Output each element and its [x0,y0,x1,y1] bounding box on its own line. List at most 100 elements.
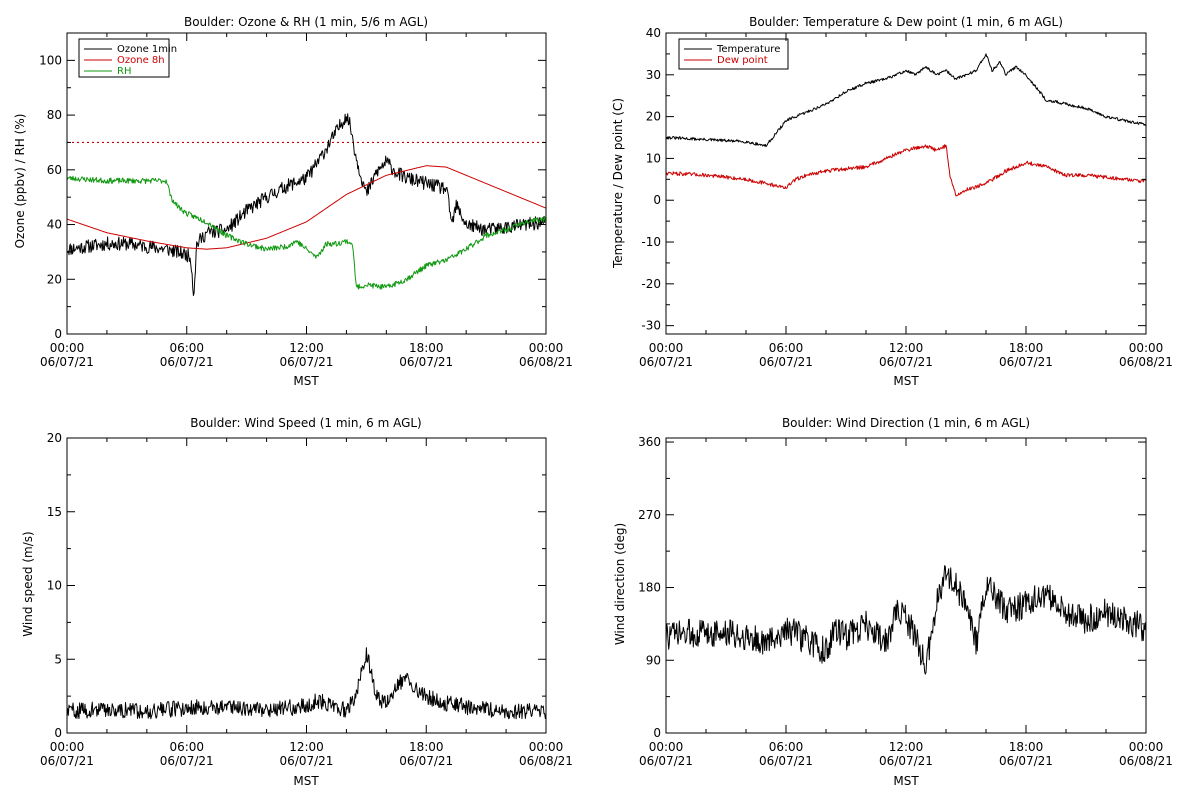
x-tick-label-date: 06/07/21 [280,754,334,768]
series-layer [665,565,1147,675]
x-tick-label-date: 06/08/21 [1119,754,1173,768]
x-tick-label-date: 06/07/21 [160,355,214,369]
y-tick-label: -30 [641,319,661,333]
y-tick-label: 60 [47,163,62,177]
y-tick-label: 15 [47,505,62,519]
ticks: 02040608010000:0006/07/2106:0006/07/2112… [39,33,573,369]
ozone-rh-panel: Boulder: Ozone & RH (1 min, 5/6 m AGL) O… [13,15,573,388]
y-tick-label: 0 [54,327,62,341]
x-tick-label-date: 06/07/21 [160,754,214,768]
y-tick-label: -10 [641,235,661,249]
x-tick-label-date: 06/07/21 [40,355,94,369]
series-layer [66,113,547,296]
y-tick-label: -20 [641,277,661,291]
x-tick-label-date: 06/07/21 [280,355,334,369]
panel-title: Boulder: Wind Direction (1 min, 6 m AGL) [782,416,1030,430]
x-tick-label-date: 06/07/21 [399,355,453,369]
legend-label-ozone-8h: Ozone 8h [117,55,165,66]
x-tick-label-date: 06/08/21 [519,355,573,369]
y-axis-label: Ozone (ppbv) / RH (%) [13,114,27,249]
panel-title: Boulder: Temperature & Dew point (1 min,… [749,15,1063,29]
x-tick-label-time: 12:00 [289,740,324,754]
y-axis-label: Wind speed (m/s) [21,531,35,636]
x-tick-label-time: 00:00 [50,341,85,355]
y-tick-label: 360 [638,435,661,449]
x-tick-label-date: 06/07/21 [879,754,933,768]
y-axis-label: Temperature / Dew point (C) [611,98,625,269]
panel-title: Boulder: Wind Speed (1 min, 6 m AGL) [190,416,422,430]
legend: Ozone 1min Ozone 8h RH [78,38,177,78]
x-tick-label-date: 06/07/21 [639,355,693,369]
temperature-dewpoint-panel: Boulder: Temperature & Dew point (1 min,… [611,15,1173,388]
ticks: 0510152000:0006/07/2106:0006/07/2112:000… [40,431,573,768]
series-layer [66,647,547,720]
x-tick-label-time: 00:00 [1129,740,1164,754]
y-tick-label: 10 [646,151,661,165]
x-tick-label-time: 18:00 [409,341,444,355]
legend-label-dew-point: Dew point [717,55,768,66]
series-line-dew-point [665,144,1147,197]
ticks: -30-20-1001020304000:0006/07/2106:0006/0… [639,26,1173,369]
wind-direction-panel: Boulder: Wind Direction (1 min, 6 m AGL)… [613,416,1173,788]
x-tick-label-date: 06/07/21 [399,754,453,768]
x-tick-label-date: 06/08/21 [1119,355,1173,369]
y-tick-label: 20 [47,272,62,286]
x-tick-label-date: 06/07/21 [759,355,813,369]
x-tick-label-date: 06/08/21 [519,754,573,768]
x-tick-label-time: 18:00 [1009,341,1044,355]
series-line-ozone-1min [66,113,547,296]
x-tick-label-time: 06:00 [169,341,204,355]
ticks: 09018027036000:0006/07/2106:0006/07/2112… [638,435,1173,768]
x-tick-label-time: 00:00 [529,740,564,754]
series-layer [665,53,1147,197]
series-line-rh [66,175,547,290]
x-tick-label-time: 00:00 [529,341,564,355]
x-tick-label-time: 00:00 [1129,341,1164,355]
wind-speed-panel: Boulder: Wind Speed (1 min, 6 m AGL) Win… [21,416,573,788]
series-line-series-0 [66,647,547,720]
x-tick-label-time: 12:00 [889,341,924,355]
legend-box [678,38,789,70]
x-axis-label: MST [293,774,319,788]
y-tick-label: 270 [638,508,661,522]
legend-label-temperature: Temperature [716,44,780,55]
y-tick-label: 180 [638,581,661,595]
x-tick-label-time: 12:00 [289,341,324,355]
legend-label-rh: RH [117,66,131,77]
x-tick-label-time: 00:00 [649,341,684,355]
legend-label-ozone-1min: Ozone 1min [117,44,177,55]
x-tick-label-time: 06:00 [169,740,204,754]
x-tick-label-time: 00:00 [50,740,85,754]
x-tick-label-date: 06/07/21 [879,355,933,369]
y-tick-label: 20 [47,431,62,445]
y-tick-label: 100 [39,53,62,67]
series-line-temperature [665,53,1147,148]
y-tick-label: 40 [646,26,661,40]
x-tick-label-time: 18:00 [409,740,444,754]
y-tick-label: 0 [54,726,62,740]
y-tick-label: 0 [653,193,661,207]
y-tick-label: 90 [646,653,661,667]
x-tick-label-date: 06/07/21 [759,754,813,768]
x-tick-label-time: 06:00 [769,740,804,754]
y-axis-label: Wind direction (deg) [613,523,627,645]
x-tick-label-date: 06/07/21 [40,754,94,768]
y-tick-label: 80 [47,108,62,122]
x-tick-label-time: 12:00 [889,740,924,754]
series-line-series-0 [665,565,1147,675]
legend: Temperature Dew point [678,38,789,70]
x-tick-label-time: 18:00 [1009,740,1044,754]
y-tick-label: 40 [47,218,62,232]
x-tick-label-time: 06:00 [769,341,804,355]
panel-title: Boulder: Ozone & RH (1 min, 5/6 m AGL) [184,15,428,29]
series-line-ozone-8h [66,165,547,250]
x-tick-label-date: 06/07/21 [999,355,1053,369]
y-tick-label: 5 [54,652,62,666]
y-tick-label: 0 [653,726,661,740]
x-tick-label-date: 06/07/21 [999,754,1053,768]
x-tick-label-time: 00:00 [649,740,684,754]
y-tick-label: 10 [47,579,62,593]
x-axis-label: MST [893,374,919,388]
